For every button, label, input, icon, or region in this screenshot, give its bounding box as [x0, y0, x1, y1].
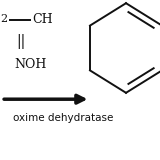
- Text: ||: ||: [16, 34, 25, 49]
- Text: NOH: NOH: [15, 57, 47, 71]
- Text: 2: 2: [0, 14, 7, 24]
- Text: oxime dehydratase: oxime dehydratase: [13, 113, 114, 123]
- Text: CH: CH: [32, 13, 53, 26]
